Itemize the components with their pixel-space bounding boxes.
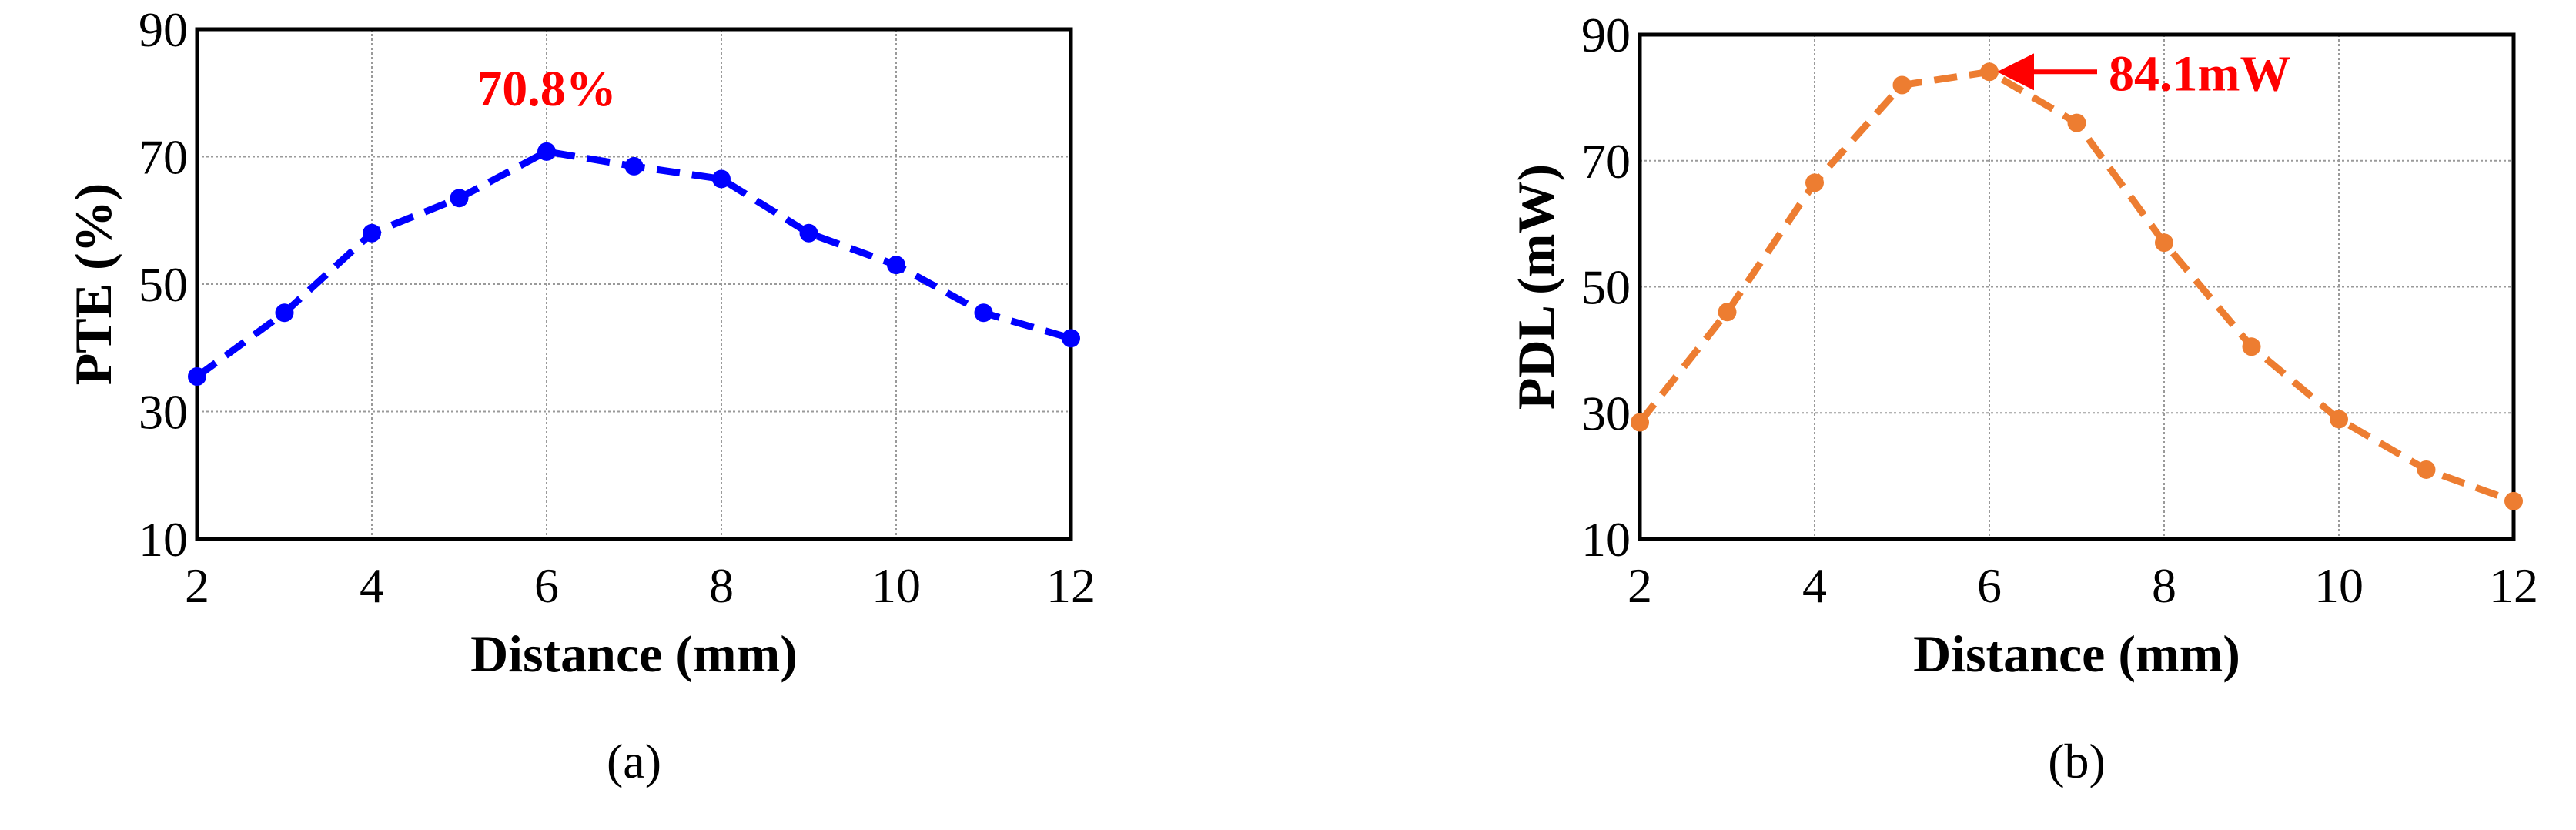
x-tick-label: 4 — [1802, 558, 1827, 613]
y-tick-label: 50 — [139, 257, 188, 312]
data-point — [2504, 491, 2523, 510]
data-point — [2242, 337, 2261, 356]
y-tick-label: 10 — [1581, 512, 1631, 567]
caption: (a) — [607, 734, 661, 788]
data-point — [1062, 329, 1080, 348]
data-point — [1980, 62, 1999, 82]
data-point — [799, 223, 818, 243]
data-point — [2417, 460, 2436, 479]
data-point — [712, 169, 731, 189]
y-tick-label: 90 — [139, 2, 188, 57]
data-point — [2330, 410, 2348, 429]
y-tick-label: 30 — [1581, 386, 1631, 440]
data-point — [1805, 173, 1824, 192]
x-tick-label: 12 — [2489, 558, 2538, 613]
data-point — [2155, 233, 2173, 253]
x-tick-label: 8 — [2152, 558, 2176, 613]
data-point — [188, 366, 206, 386]
x-tick-label: 12 — [1046, 558, 1096, 613]
annotation: 70.8% — [477, 61, 617, 117]
data-point — [1718, 303, 1737, 322]
x-tick-label: 6 — [534, 558, 559, 613]
x-axis-title: Distance (mm) — [1913, 624, 2240, 683]
x-axis-title: Distance (mm) — [470, 624, 798, 683]
y-tick-label: 10 — [139, 512, 188, 567]
y-tick-label: 70 — [139, 130, 188, 185]
data-point — [1892, 75, 1912, 95]
x-tick-label: 2 — [185, 558, 209, 613]
y-tick-label: 90 — [1581, 8, 1631, 62]
plot-frame — [195, 27, 1073, 541]
y-tick-label: 70 — [1581, 134, 1631, 189]
x-tick-label: 4 — [360, 558, 384, 613]
x-tick-label: 10 — [2314, 558, 2364, 613]
x-tick-label: 8 — [709, 558, 734, 613]
data-point — [450, 189, 469, 208]
y-axis-title: PTE (%) — [64, 183, 122, 386]
x-tick-label: 2 — [1628, 558, 1652, 613]
data-point — [974, 303, 993, 323]
plot-frame — [1638, 32, 2516, 541]
chart-panel: 10 30 50 70 90 2 4 6 8 10 12 Distance (mm) PDL (mW) (… — [1507, 8, 2538, 788]
annotation: 84.1mW — [2109, 45, 2290, 102]
data-line — [195, 148, 1072, 380]
y-axis-title: PDL (mW) — [1507, 164, 1565, 410]
chart-panel: 10 30 50 70 90 2 4 6 8 10 12 Distance (mm) PTE (%) (a… — [64, 2, 1096, 788]
x-tick-label: 10 — [871, 558, 921, 613]
data-point — [1631, 413, 1649, 432]
caption: (b) — [2048, 734, 2106, 788]
y-tick-label: 30 — [139, 385, 188, 440]
x-tick-label: 6 — [1977, 558, 2002, 613]
data-point — [275, 303, 294, 323]
data-point — [624, 156, 644, 176]
data-point — [537, 142, 556, 161]
data-point — [2067, 113, 2086, 132]
y-tick-label: 50 — [1581, 260, 1631, 315]
data-point — [363, 223, 381, 243]
data-point — [887, 256, 905, 275]
